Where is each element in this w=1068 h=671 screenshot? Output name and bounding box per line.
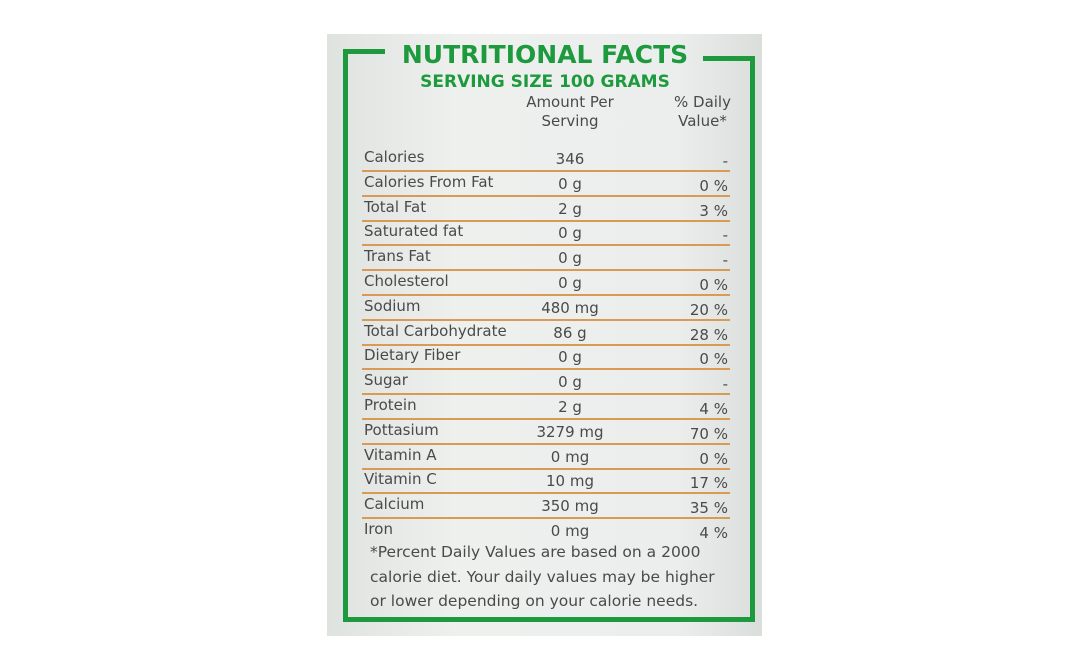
row-rule (362, 467, 730, 470)
amount: 2 g (558, 398, 582, 416)
nutrient-name: Pottasium (364, 420, 439, 439)
daily-value: 20 % (689, 300, 728, 319)
amount: 2 g (558, 199, 582, 218)
nutrient-name: Iron (364, 520, 393, 538)
daily-value: 0 % (699, 350, 728, 369)
nutrient-name: Calories From Fat (364, 172, 494, 191)
frame (343, 49, 348, 621)
nutrient-name: Trans Fat (364, 247, 431, 266)
daily-value: - (722, 226, 728, 245)
amount: 0 g (558, 174, 582, 193)
nutrient-name: Vitamin C (364, 470, 437, 489)
row-rule (362, 442, 730, 445)
row-rule (362, 244, 730, 247)
footnote-line: calorie diet. Your daily values may be h… (370, 567, 715, 586)
nutrient-name: Total Carbohydrate (364, 321, 507, 340)
frame (703, 56, 755, 61)
daily-value: 17 % (689, 474, 728, 493)
row-rule (362, 393, 730, 396)
nutrient-name: Calcium (364, 495, 425, 514)
daily-value: - (722, 375, 728, 394)
nutrient-name: Saturated fat (364, 222, 464, 241)
title: NUTRITIONAL FACTS (401, 40, 689, 69)
nutrient-name: Sodium (364, 296, 421, 315)
column-header: % Daily Value* (674, 93, 731, 130)
row-rule (362, 517, 730, 520)
nutrient-name: Total Fat (364, 197, 427, 216)
amount: 480 mg (541, 298, 599, 317)
row-rule (362, 492, 730, 495)
daily-value: - (722, 251, 728, 270)
row-rule (362, 219, 730, 222)
footnote-line: or lower depending on your calorie needs… (370, 592, 699, 610)
row-rule (362, 194, 730, 197)
daily-value: 70 % (689, 424, 728, 443)
amount: 0 g (558, 274, 582, 292)
frame (750, 56, 755, 621)
amount: 3279 mg (536, 422, 604, 441)
daily-value: 0 % (699, 276, 728, 294)
nutrient-name: Vitamin A (364, 445, 437, 464)
row-rule (362, 368, 730, 371)
amount: 86 g (553, 323, 587, 342)
daily-value: 28 % (689, 325, 728, 344)
amount: 0 g (558, 224, 582, 243)
nutrient-name: Calories (364, 148, 425, 166)
amount: 0 g (558, 348, 582, 367)
frame (343, 617, 755, 622)
daily-value: 0 % (699, 176, 728, 195)
label-panel (327, 34, 762, 636)
daily-value: 0 % (699, 449, 728, 468)
row-rule (362, 170, 730, 172)
row-rule (362, 418, 730, 420)
row-rule (362, 318, 730, 321)
amount: 0 g (558, 249, 582, 268)
amount: 350 mg (541, 497, 599, 516)
amount: 10 mg (546, 472, 594, 491)
daily-value: 4 % (699, 400, 728, 418)
daily-value: - (722, 152, 728, 170)
subtitle: SERVING SIZE 100 GRAMS (420, 72, 670, 92)
nutrient-name: Protein (364, 396, 417, 414)
amount: 0 mg (550, 447, 590, 466)
daily-value: 4 % (699, 524, 728, 542)
amount: 346 (555, 150, 585, 168)
nutrient-name: Dietary Fiber (364, 346, 461, 365)
nutrient-name: Cholesterol (364, 272, 449, 290)
row-rule (362, 343, 730, 346)
row-rule (362, 269, 730, 272)
frame (343, 49, 385, 54)
footnote-line: *Percent Daily Values are based on a 200… (370, 543, 701, 561)
nutrient-name: Sugar (364, 371, 408, 390)
amount: 0 mg (550, 522, 590, 540)
daily-value: 3 % (699, 201, 728, 220)
column-header: Amount Per Serving (526, 93, 614, 130)
daily-value: 35 % (689, 499, 728, 518)
amount: 0 g (558, 373, 582, 392)
row-rule (362, 294, 730, 296)
